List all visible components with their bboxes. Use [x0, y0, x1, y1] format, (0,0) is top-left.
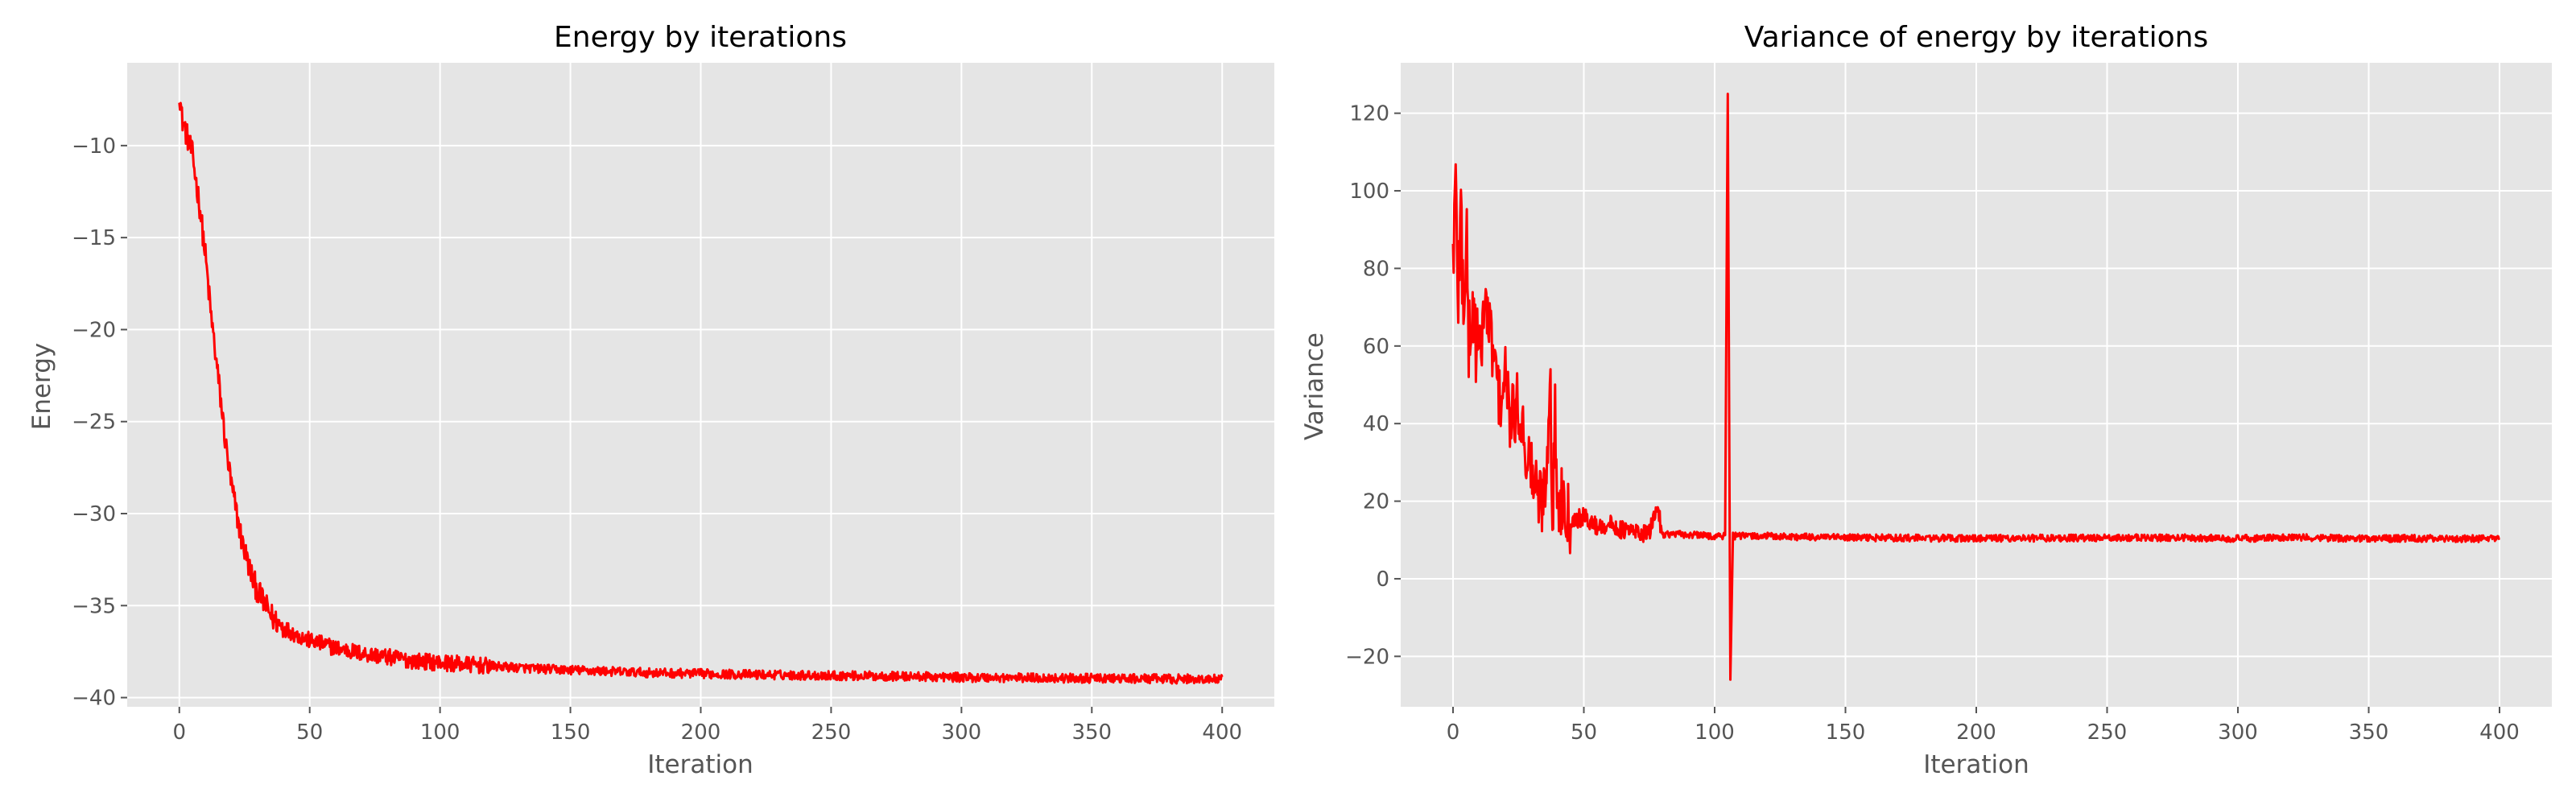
energy-y-tick-label: −20: [72, 318, 116, 342]
energy-y-tick-label: −15: [72, 226, 116, 250]
variance-series-line: [1451, 93, 2500, 681]
energy-series-line: [178, 101, 1224, 685]
energy-y-tick-label: −40: [72, 687, 116, 711]
variance-x-tick-label: 300: [2218, 720, 2258, 745]
energy-chart: Energy by iterations Iteration Energy 0 5…: [27, 21, 1274, 779]
variance-y-tick-label: 80: [1363, 257, 1389, 281]
variance-y-tick-label: 0: [1376, 568, 1389, 592]
variance-x-tick-label: 50: [1571, 720, 1597, 745]
variance-x-tick-label: 400: [2479, 720, 2520, 745]
variance-y-axis-label: Variance: [1300, 332, 1329, 440]
variance-y-tick-label: 40: [1363, 412, 1389, 436]
variance-x-tick-label: 250: [2087, 720, 2128, 745]
energy-x-axis-label: Iteration: [647, 750, 753, 779]
energy-x-tick-label: 100: [420, 720, 460, 745]
energy-y-axis-label: Energy: [27, 343, 56, 431]
energy-x-tick-label: 200: [681, 720, 721, 745]
energy-y-tick-label: −30: [72, 502, 116, 526]
energy-y-tick-label: −35: [72, 594, 116, 618]
variance-y-tick-label: −20: [1345, 645, 1389, 669]
energy-x-tick-label: 350: [1071, 720, 1112, 745]
energy-chart-title: Energy by iterations: [554, 21, 847, 54]
variance-y-tick-label: 20: [1363, 490, 1389, 514]
variance-x-tick-label: 150: [1826, 720, 1866, 745]
energy-x-tick-label: 400: [1202, 720, 1242, 745]
variance-x-tick-label: 350: [2349, 720, 2389, 745]
variance-y-tick-label: 100: [1349, 180, 1389, 204]
variance-x-axis-label: Iteration: [1923, 750, 2029, 779]
energy-x-tick-label: 250: [811, 720, 852, 745]
variance-x-tick-label: 100: [1695, 720, 1735, 745]
variance-x-tick-label: 200: [1956, 720, 1996, 745]
energy-y-tick-label: −25: [72, 411, 116, 435]
energy-x-tick-label: 150: [551, 720, 591, 745]
energy-x-tick-label: 50: [296, 720, 323, 745]
variance-x-tick-label: 0: [1447, 720, 1460, 745]
variance-y-tick-label: 120: [1349, 102, 1389, 126]
variance-chart: Variance of energy by iterations Iterati…: [1300, 21, 2552, 779]
variance-chart-title: Variance of energy by iterations: [1744, 21, 2208, 54]
energy-x-tick-label: 300: [942, 720, 982, 745]
variance-y-tick-label: 60: [1363, 335, 1389, 359]
energy-x-tick-label: 0: [172, 720, 186, 745]
energy-y-tick-label: −10: [72, 134, 116, 159]
